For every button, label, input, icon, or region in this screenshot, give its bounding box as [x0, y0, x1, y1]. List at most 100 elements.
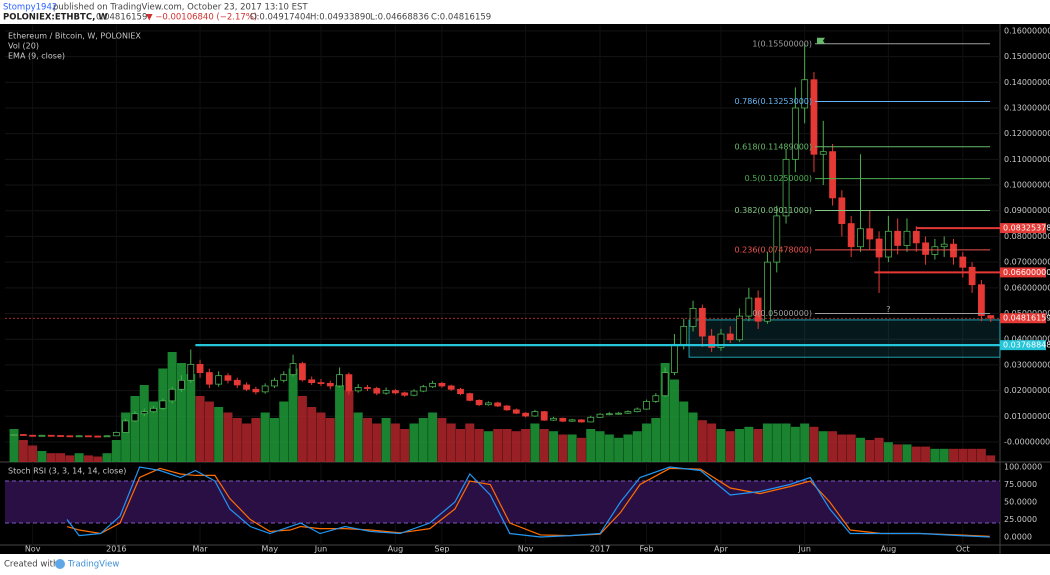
candle-body [103, 435, 111, 438]
author[interactable]: Stompy1942 [3, 3, 57, 13]
y-tick-label: 0.09000000 [1004, 206, 1050, 215]
volume-bar [642, 423, 652, 462]
volume-bar [465, 423, 475, 462]
brand[interactable]: TradingView [67, 560, 119, 570]
candle-body [540, 411, 548, 421]
legend-entry: Vol (20) [8, 42, 39, 51]
volume-bar [158, 368, 168, 462]
volume-bar [790, 426, 800, 462]
volume-bar [502, 429, 512, 462]
candle-body [568, 419, 576, 422]
price-tag-label: 0.06600000 [1003, 268, 1050, 277]
volume-bar [549, 431, 559, 462]
candle-body [764, 261, 771, 322]
candle-body [382, 390, 390, 394]
candle-body [159, 400, 167, 409]
candle-body [271, 379, 278, 387]
volume-bar [269, 418, 279, 462]
volume-bar [474, 429, 484, 462]
volume-bar [753, 429, 763, 462]
volume-bar [874, 437, 884, 462]
volume-bar [409, 423, 419, 462]
last-price: 0.04816159 [96, 13, 147, 23]
candle-body [819, 151, 827, 155]
y-tick-label: 0.15000000 [1004, 52, 1050, 61]
y-tick-label: 0.04000000 [1004, 335, 1050, 344]
candle-body [866, 228, 874, 240]
candle-body [745, 297, 753, 317]
volume-bar [288, 368, 298, 462]
volume-bar [688, 412, 698, 462]
candle-body [652, 395, 660, 402]
candle-body [57, 435, 64, 437]
created-with: Created with [4, 560, 58, 570]
candle-body [736, 315, 743, 341]
volume-bar [558, 434, 568, 462]
fib-label: 0.382(0.09011000) [735, 206, 813, 215]
candle-body [894, 230, 902, 246]
volume-bar [353, 412, 363, 462]
candle-body [29, 434, 37, 437]
x-tick-label: Feb [639, 545, 653, 554]
volume-bar [223, 412, 233, 462]
volume-bar [567, 434, 577, 462]
volume-bar [669, 379, 679, 462]
candle-body [364, 387, 371, 389]
fib-label: 1(0.15500000) [752, 39, 812, 48]
volume-bar [390, 423, 400, 462]
x-tick-label: May [262, 545, 279, 554]
candle-body [438, 382, 446, 387]
open: O:0.04917404 [250, 13, 311, 23]
candle-body [559, 417, 567, 422]
x-tick-label: 2017 [590, 545, 610, 554]
candle-body [875, 238, 883, 258]
x-tick-label: Sep [434, 545, 449, 554]
candle-body [243, 384, 250, 390]
candle-body [522, 412, 530, 417]
volume-bar [297, 396, 307, 462]
x-tick-label: 2016 [106, 545, 126, 554]
candle-body [391, 390, 399, 394]
high: H:0.04933890 [310, 13, 371, 23]
candle-body [977, 284, 985, 316]
volume-bar [967, 448, 977, 462]
price-tag [1000, 223, 1046, 234]
volume-bar [56, 453, 66, 462]
volume-bar [976, 448, 986, 462]
candle-body [419, 386, 427, 392]
candle-body [168, 388, 176, 402]
candle-body [308, 379, 316, 384]
y-tick-label: 0.11000000 [1004, 155, 1050, 164]
candle-body [912, 230, 920, 244]
candle-body [187, 363, 195, 381]
volume-bar [372, 423, 382, 462]
volume-bar [483, 431, 493, 462]
volume-bar [725, 431, 735, 462]
candle-body [196, 363, 204, 373]
candle-body [85, 435, 92, 438]
candle-body [587, 416, 595, 423]
volume-bar [939, 448, 949, 462]
candle-body [503, 405, 511, 411]
candle-body [215, 375, 223, 385]
candle-body [410, 390, 418, 396]
candle-body [475, 399, 483, 406]
volume-bar [911, 446, 921, 462]
volume-bar [614, 437, 624, 462]
volume-bar [576, 437, 586, 462]
candle-body [615, 412, 623, 415]
price-tag-label: 0.08325378 [1003, 224, 1050, 233]
candle-body [131, 413, 139, 422]
volume-bar [344, 390, 354, 462]
volume-bar [809, 426, 819, 462]
x-tick-label: Mar [193, 545, 209, 554]
volume-bar [735, 429, 745, 462]
volume-bar [325, 418, 335, 462]
volume-bar [948, 448, 958, 462]
x-tick-label: Nov [518, 545, 534, 554]
volume-bar [279, 401, 289, 462]
candle-body [140, 411, 148, 415]
zone [688, 319, 1001, 346]
logo [55, 559, 65, 569]
